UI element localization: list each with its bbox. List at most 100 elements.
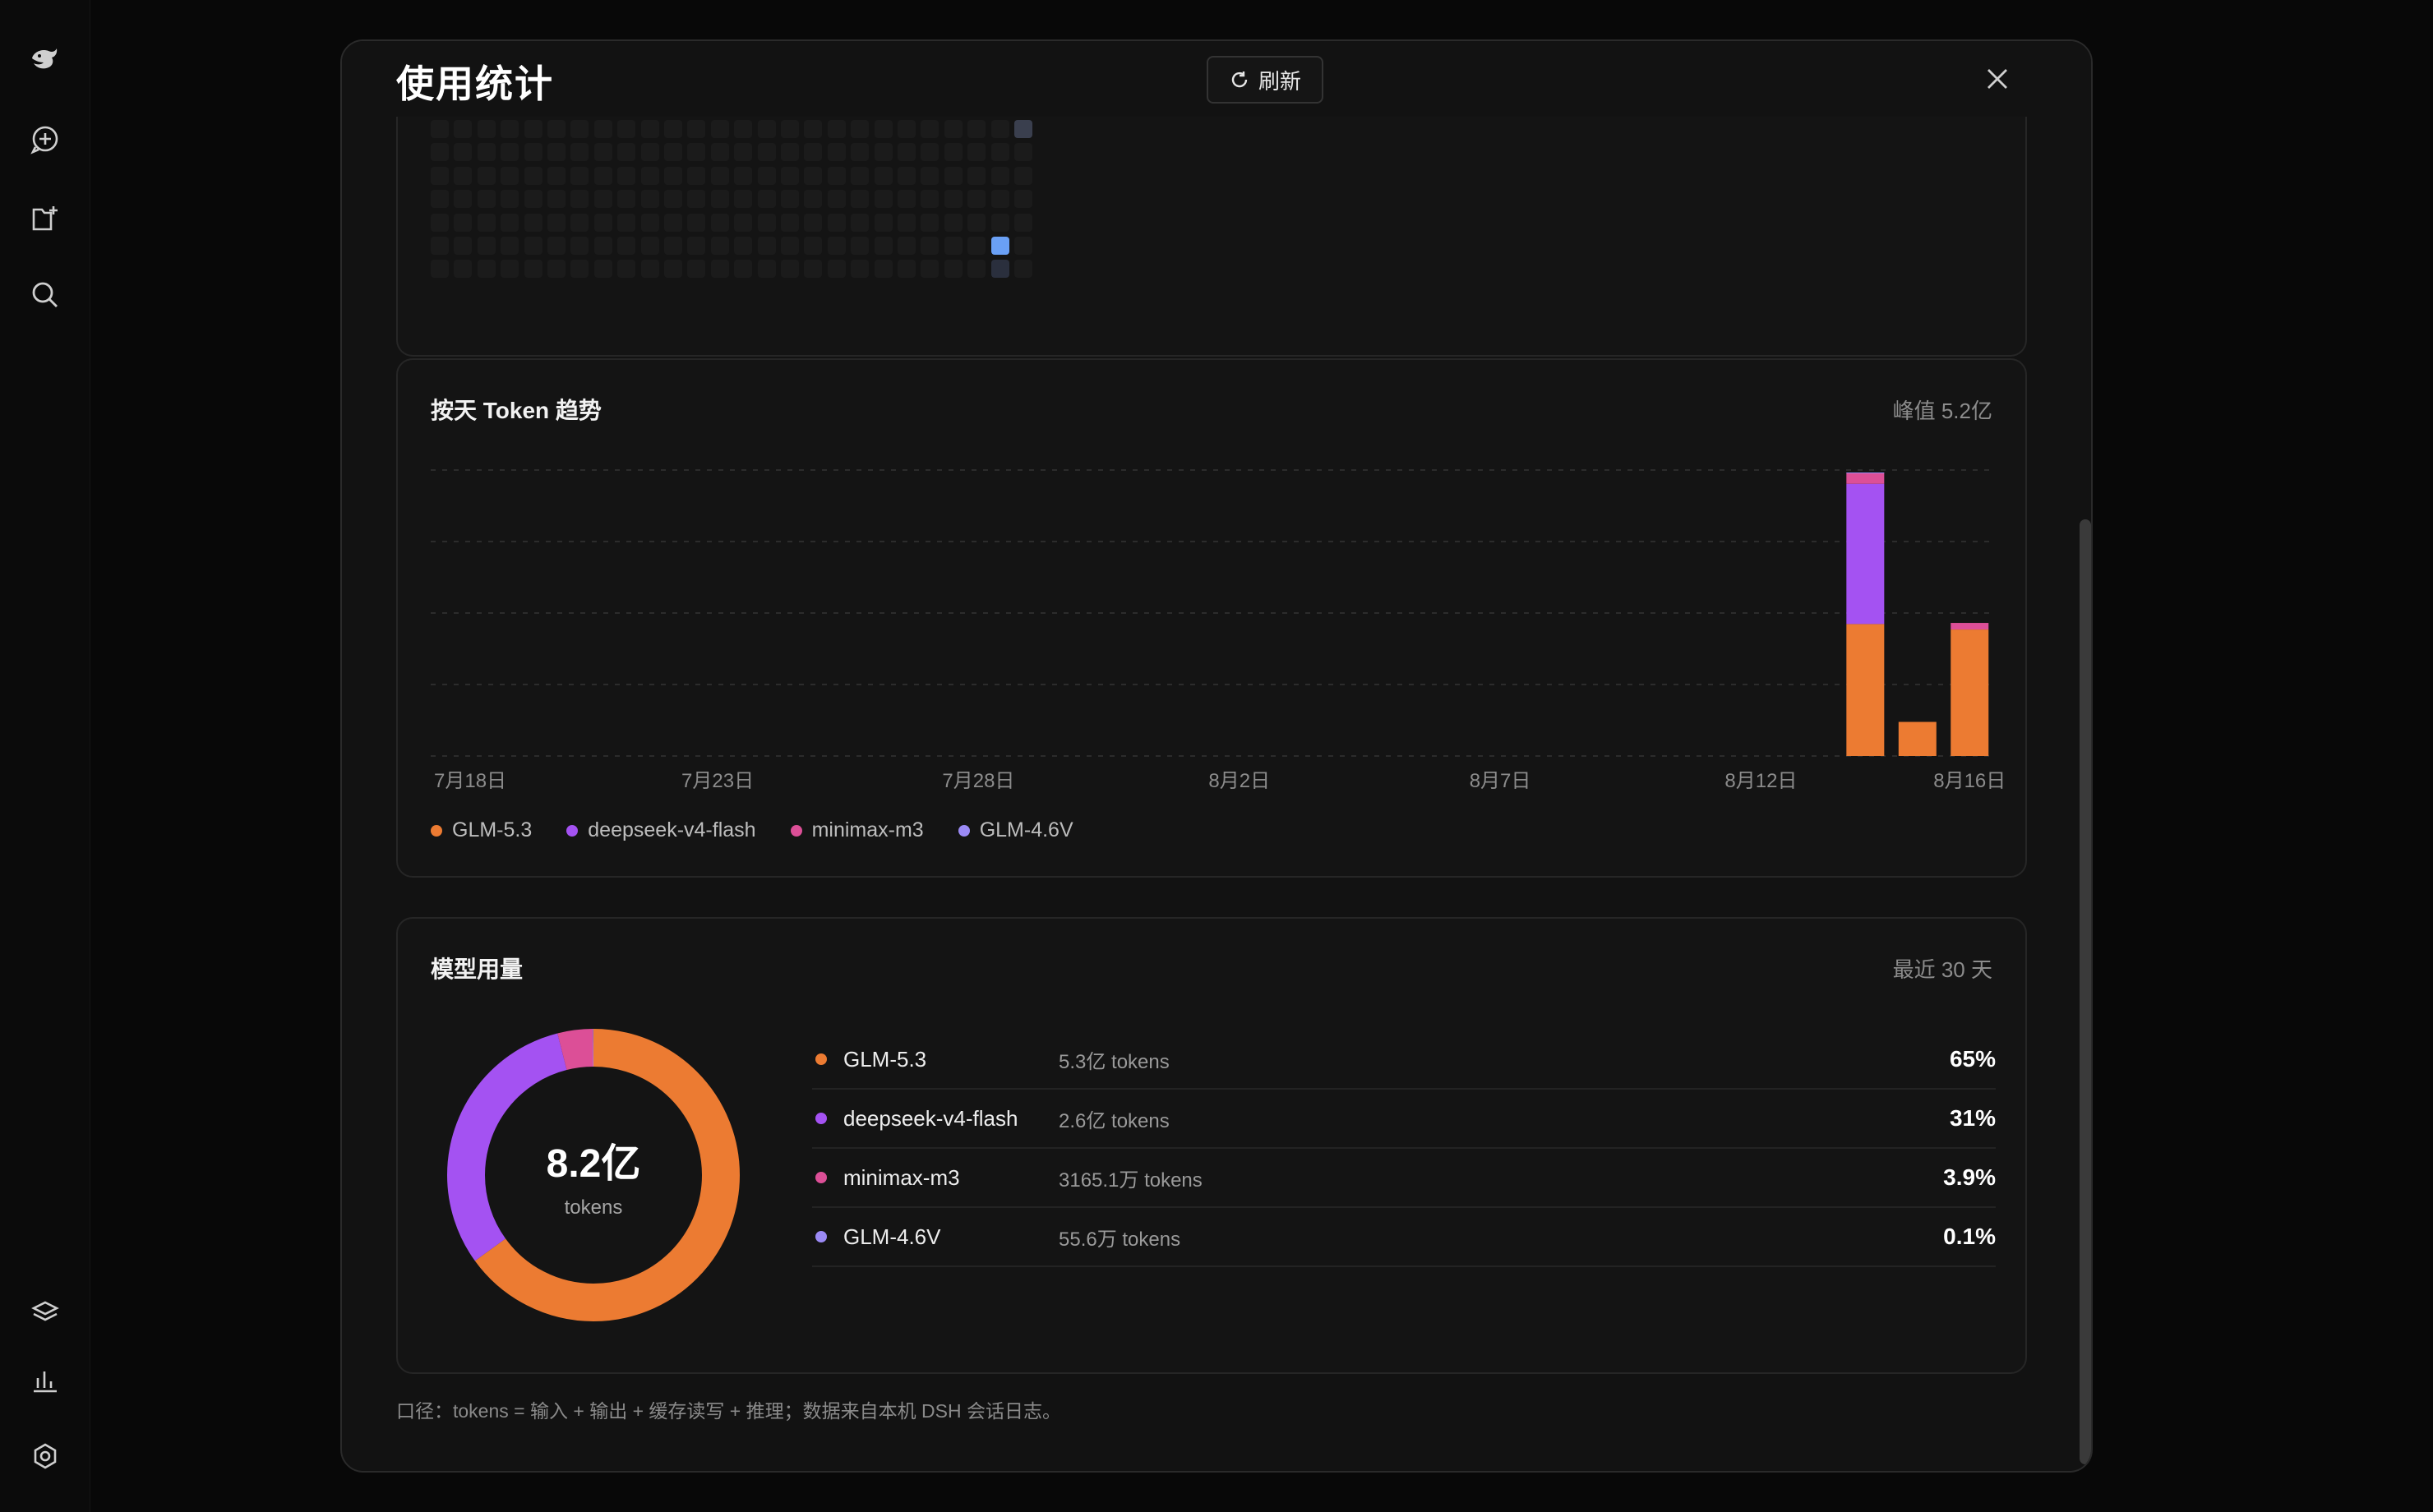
legend-item[interactable]: minimax-m3 <box>790 818 924 842</box>
model-percent: 31% <box>1949 1105 1996 1131</box>
heatmap-cell <box>570 237 589 255</box>
x-tick-label: 8月7日 <box>1470 770 1531 792</box>
heatmap-cell <box>501 143 519 162</box>
bar-segment[interactable] <box>1898 721 1937 756</box>
heatmap-cell <box>1014 120 1032 138</box>
heatmap-cell <box>524 143 542 162</box>
heatmap-cell <box>990 120 1009 138</box>
heatmap-cell <box>570 120 589 138</box>
heatmap-cell <box>1014 237 1032 255</box>
heatmap-cell <box>524 213 542 232</box>
legend-item[interactable]: GLM-5.3 <box>431 818 532 842</box>
heatmap-cell <box>967 143 986 162</box>
bar-segment[interactable] <box>1846 472 1885 474</box>
heatmap-cell <box>898 237 916 255</box>
heatmap-cell <box>757 143 776 162</box>
heatmap-cell <box>664 237 682 255</box>
heatmap-cell <box>431 190 449 209</box>
legend-dot <box>958 824 970 837</box>
new-chat-icon[interactable] <box>25 118 66 159</box>
new-project-icon[interactable] <box>25 197 66 238</box>
heatmap-cell <box>454 166 473 185</box>
heatmap-cell <box>617 143 636 162</box>
legend-dot <box>790 824 802 837</box>
model-tokens: 2.6亿 tokens <box>1059 1109 1170 1132</box>
heatmap-cell <box>501 260 519 279</box>
model-row[interactable]: minimax-m3 3165.1万 tokens 3.9% <box>812 1149 1996 1208</box>
x-tick-label: 7月18日 <box>434 770 506 792</box>
heatmap-cell <box>524 166 542 185</box>
heatmap-cell <box>757 120 776 138</box>
heatmap-cell <box>477 190 496 209</box>
heatmap-cell <box>1014 166 1032 185</box>
heatmap-cell <box>570 166 589 185</box>
heatmap-cell <box>967 237 986 255</box>
model-row[interactable]: GLM-5.3 5.3亿 tokens 65% <box>812 1030 1996 1090</box>
heatmap-cell <box>921 213 939 232</box>
heatmap-cell <box>757 260 776 279</box>
heatmap-cell <box>734 143 753 162</box>
bar-segment[interactable] <box>1846 483 1885 625</box>
heatmap-cell <box>804 120 823 138</box>
model-row[interactable]: deepseek-v4-flash 2.6亿 tokens 31% <box>812 1090 1996 1149</box>
heatmap-cell <box>851 166 870 185</box>
stats-icon[interactable] <box>25 1359 66 1400</box>
model-dot <box>815 1113 827 1124</box>
heatmap-cell <box>524 260 542 279</box>
donut-center: 8.2亿 tokens <box>447 1029 740 1321</box>
close-button[interactable] <box>1979 61 2015 97</box>
heatmap-cell <box>524 120 542 138</box>
modal-scrollbar[interactable] <box>2080 519 2091 1464</box>
heatmap-cell <box>851 143 870 162</box>
heatmap-cell <box>781 213 799 232</box>
legend-item[interactable]: GLM-4.6V <box>958 818 1073 842</box>
heatmap-cell <box>827 260 846 279</box>
model-name: minimax-m3 <box>843 1164 960 1190</box>
heatmap-cell <box>687 120 706 138</box>
heatmap-cell <box>664 190 682 209</box>
legend-item[interactable]: deepseek-v4-flash <box>566 818 756 842</box>
heatmap-cell <box>431 143 449 162</box>
heatmap-cell <box>431 166 449 185</box>
bar-segment[interactable] <box>1846 624 1885 756</box>
heatmap-cell <box>687 213 706 232</box>
heatmap-cell <box>944 190 963 209</box>
heatmap-cell <box>781 237 799 255</box>
legend-label: GLM-5.3 <box>452 818 533 841</box>
layers-icon[interactable] <box>25 1292 66 1333</box>
donut-slice[interactable] <box>447 1029 740 1321</box>
heatmap-cell <box>898 213 916 232</box>
chart-legend: GLM-5.3 deepseek-v4-flash minimax-m3 GLM-4.… <box>431 818 1073 842</box>
usage-stats-modal: 按天 Token 趋势 峰值 5.2亿 7月18日 7月23日 7月28日 8月2日 8… <box>340 39 2093 1473</box>
heatmap-cell <box>617 120 636 138</box>
legend-label: minimax-m3 <box>811 818 924 841</box>
heatmap-cell <box>944 120 963 138</box>
heatmap-cell <box>757 213 776 232</box>
heatmap-cell <box>617 166 636 185</box>
heatmap-cell <box>431 213 449 232</box>
heatmap-cell <box>477 237 496 255</box>
model-dot <box>815 1172 827 1183</box>
heatmap-cell <box>804 143 823 162</box>
heatmap-cell <box>874 213 893 232</box>
heatmap-cell <box>851 237 870 255</box>
heatmap-cell <box>944 237 963 255</box>
heatmap-cell <box>781 190 799 209</box>
heatmap-cell <box>687 260 706 279</box>
legend-dot <box>566 824 579 837</box>
bar-segment[interactable] <box>1951 629 1989 756</box>
whale-logo-icon[interactable] <box>25 38 66 79</box>
heatmap-cell <box>874 190 893 209</box>
settings-icon[interactable] <box>25 1436 66 1477</box>
heatmap-cell <box>921 166 939 185</box>
model-row[interactable]: GLM-4.6V 55.6万 tokens 0.1% <box>812 1208 1996 1267</box>
bar-segment[interactable] <box>1951 623 1989 630</box>
search-icon[interactable] <box>25 274 66 316</box>
heatmap-cell <box>710 143 729 162</box>
donut-slice[interactable] <box>447 1029 740 1321</box>
heatmap-cell <box>967 120 986 138</box>
heatmap-cell <box>640 237 659 255</box>
refresh-button[interactable]: 刷新 <box>1207 56 1323 104</box>
bar-segment[interactable] <box>1846 472 1885 484</box>
heatmap-cell <box>990 190 1009 209</box>
